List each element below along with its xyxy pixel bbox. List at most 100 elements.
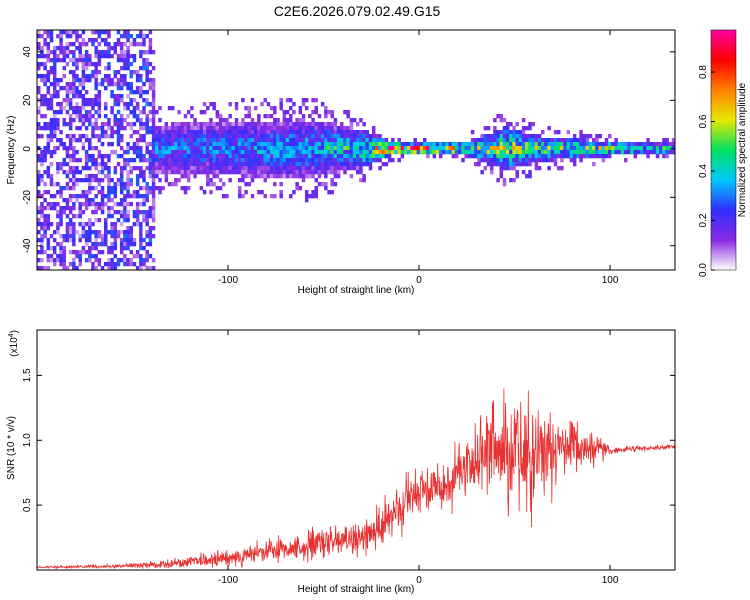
spectrogram-cell (97, 162, 102, 167)
spectrogram-cell (148, 62, 153, 67)
spectrogram-cell (349, 154, 354, 159)
spectrogram-cell (40, 238, 44, 243)
spectrogram-cell (222, 122, 226, 127)
spectrogram-cell (289, 166, 293, 171)
spectrogram-cell (107, 34, 111, 39)
spectrogram-cell (196, 142, 200, 147)
spectrogram-cell (317, 182, 322, 187)
spectrogram-cell (62, 210, 67, 215)
spectrogram-cell (301, 118, 306, 123)
spectrogram-cell (110, 190, 114, 195)
spectrogram-cell (295, 126, 299, 131)
spectrogram-cell (59, 86, 63, 91)
spectrogram-cell (521, 130, 526, 135)
spectrogram-cell (37, 66, 41, 71)
spectrogram-cell (346, 126, 350, 131)
spectrogram-cell (126, 34, 130, 39)
spectrogram-cell (107, 126, 111, 131)
spectrogram-cell (330, 114, 334, 119)
spectrogram-cell (314, 178, 319, 183)
spectrogram-cell (46, 146, 51, 151)
spectrogram-cell (190, 142, 194, 147)
spectrogram-cell (279, 98, 283, 103)
spectrogram-cell (139, 118, 143, 123)
spectrogram-cell (49, 174, 54, 179)
snr-frame (36, 329, 676, 571)
spectrogram-cell (145, 266, 149, 271)
colorbar-tick-label: 0.0 (698, 263, 709, 277)
spectrogram-cell (183, 154, 188, 159)
spectrogram-cell (356, 166, 360, 171)
spectrogram-cell (413, 150, 417, 155)
spectrogram-cell (525, 154, 529, 159)
spectrogram-cell (91, 130, 95, 135)
spectrogram-cell (52, 246, 57, 251)
snr-scale-close: ) (9, 330, 20, 333)
spectrogram-cell (387, 154, 392, 159)
spectrogram-cell (579, 146, 583, 151)
spectrogram-cell (225, 194, 229, 199)
spectrogram-cell (59, 234, 63, 239)
spectrogram-cell (308, 142, 312, 147)
spectrogram-cell (126, 82, 130, 87)
spectrogram-cell (365, 146, 370, 151)
spectrogram-cell (617, 146, 622, 151)
spectrogram-cell (139, 54, 143, 59)
spectrogram-cell (65, 202, 70, 207)
spectrogram-cell (43, 42, 47, 47)
spectrogram-cell (477, 162, 481, 167)
spectrogram-cell (78, 118, 82, 123)
spectrogram-cell (100, 126, 105, 131)
spectrogram-cell (528, 162, 532, 167)
spectrogram-cell (142, 158, 146, 163)
spectrogram-cell (123, 82, 127, 87)
spectrogram-cell (206, 146, 210, 151)
spectrogram-cell (541, 142, 545, 147)
spectrogram-cell (110, 54, 114, 59)
spectrogram-cell (218, 162, 223, 167)
spectrogram-cell (474, 142, 478, 147)
spectrogram-cell (56, 126, 60, 131)
spectrogram-cell (62, 118, 67, 123)
spectrogram-cell (620, 146, 625, 151)
spectrogram-cell (49, 234, 54, 239)
spectrogram-cell (518, 158, 523, 163)
spectrogram-cell (560, 146, 564, 151)
spectrogram-cell (139, 234, 143, 239)
spectrogram-cell (324, 154, 328, 159)
spectrogram-cell (250, 194, 255, 199)
spectrogram-cell (126, 170, 130, 175)
spectrogram-cell (263, 174, 267, 179)
spectrogram-cell (97, 182, 102, 187)
spectrogram-cell (43, 266, 47, 271)
spectrogram-cell (81, 38, 86, 43)
spectrogram-cell (324, 134, 328, 139)
spectrogram-cell (512, 134, 516, 139)
spectrogram-cell (330, 178, 334, 183)
spectrogram-cell (65, 206, 70, 211)
spectrogram-cell (276, 162, 280, 167)
spectrogram-cell (107, 190, 111, 195)
spectrogram-cell (668, 146, 673, 151)
spectrogram-cell (228, 178, 232, 183)
spectrogram-cell (352, 134, 357, 139)
spectrogram-cell (56, 138, 60, 143)
spectrogram-cell (250, 150, 255, 155)
spectrogram-cell (381, 154, 386, 159)
spectrogram-cell (592, 146, 596, 151)
spectrogram-cell (234, 130, 239, 135)
spectrogram-cell (91, 98, 95, 103)
spectrogram-cell (40, 194, 44, 199)
spectrogram-cell (72, 58, 76, 63)
spectrogram-cell (279, 102, 283, 107)
spectrogram-cell (116, 182, 121, 187)
spectrogram-cell (521, 158, 526, 163)
spectrogram-cell (68, 166, 73, 171)
spectrogram-cell (43, 62, 47, 67)
spectrogram-cell (84, 198, 89, 203)
spectrogram-cell (151, 150, 156, 155)
spectrogram-frame (36, 29, 676, 271)
spectrogram-cell (285, 126, 290, 131)
spectrogram-cell (505, 126, 510, 131)
spectrogram-cell (222, 142, 226, 147)
